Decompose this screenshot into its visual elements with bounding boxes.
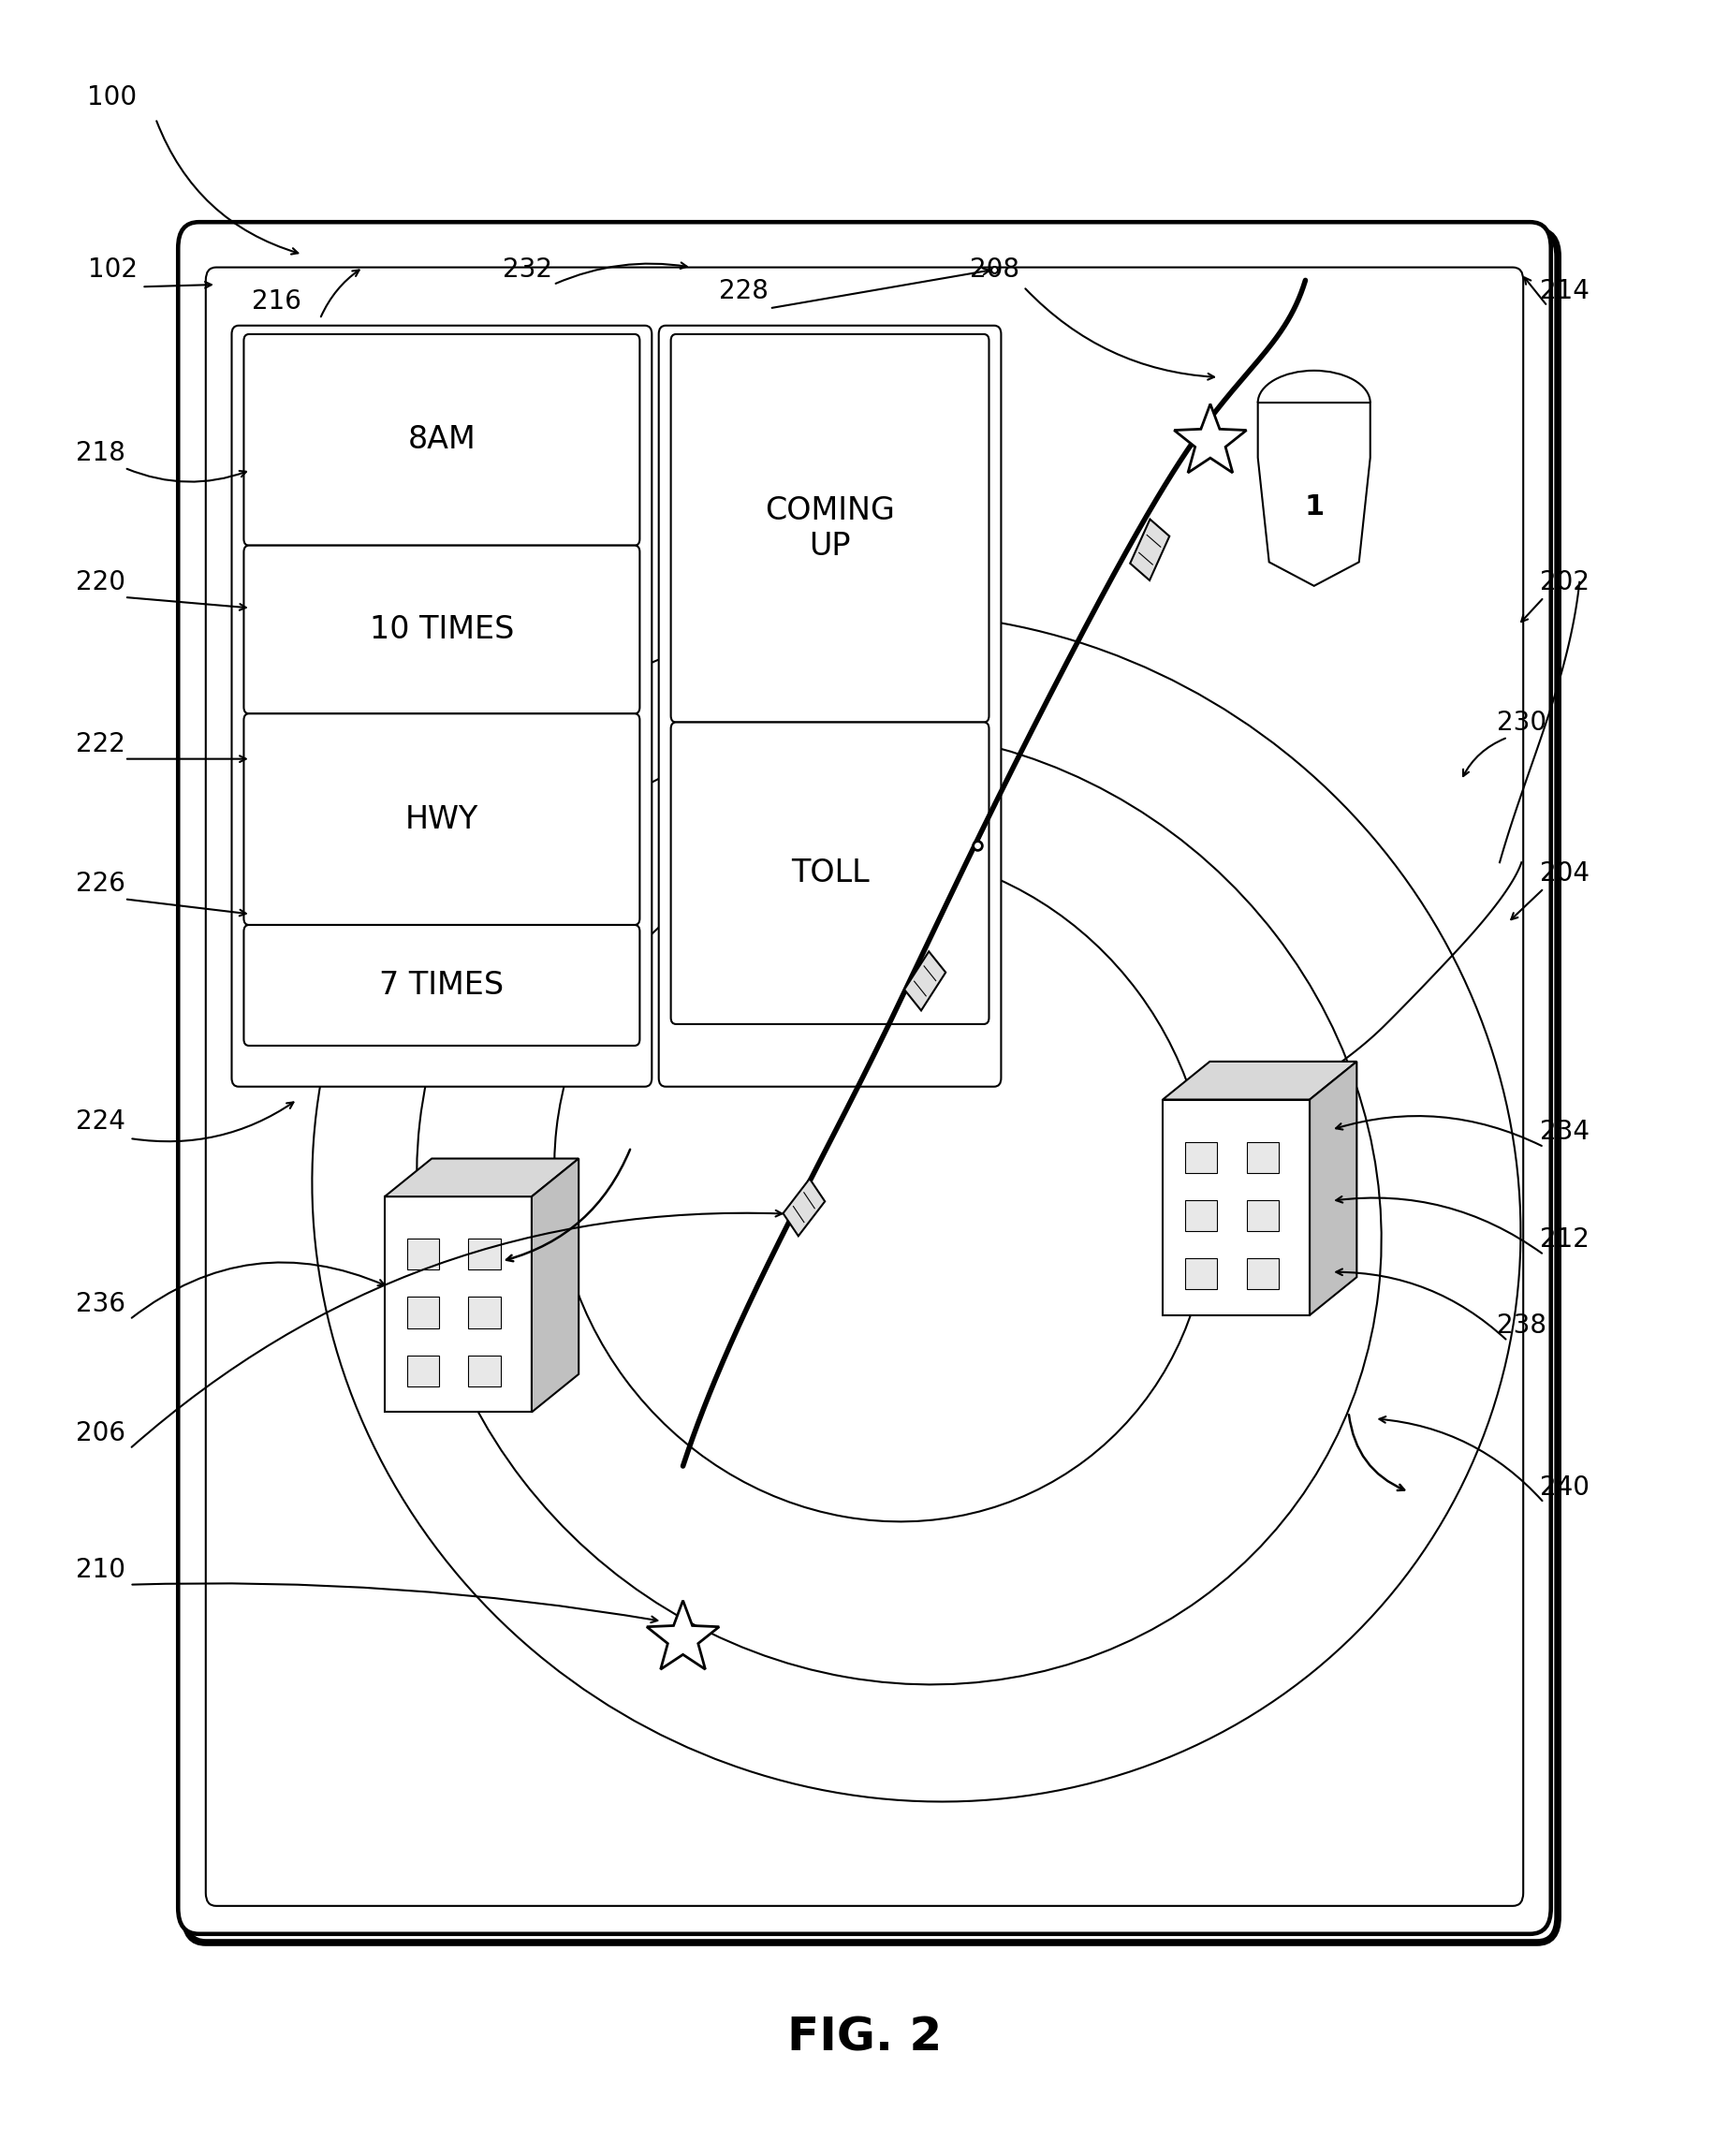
FancyBboxPatch shape [1247, 1259, 1279, 1289]
Text: 238: 238 [1497, 1313, 1546, 1339]
Text: 222: 222 [76, 731, 124, 757]
Text: 212: 212 [1541, 1227, 1589, 1253]
Text: 234: 234 [1541, 1119, 1589, 1145]
Text: TOLL: TOLL [790, 858, 870, 888]
Text: 204: 204 [1541, 860, 1589, 886]
FancyBboxPatch shape [469, 1298, 501, 1328]
FancyBboxPatch shape [1184, 1143, 1217, 1173]
FancyBboxPatch shape [244, 925, 640, 1046]
Text: FIG. 2: FIG. 2 [787, 2016, 942, 2059]
Text: 206: 206 [76, 1421, 124, 1447]
Text: COMING
UP: COMING UP [764, 496, 896, 561]
Text: 232: 232 [503, 257, 552, 282]
FancyBboxPatch shape [1247, 1201, 1279, 1231]
Polygon shape [647, 1600, 719, 1669]
FancyBboxPatch shape [469, 1356, 501, 1386]
Text: 208: 208 [970, 257, 1018, 282]
FancyBboxPatch shape [406, 1356, 439, 1386]
Polygon shape [1164, 1061, 1357, 1100]
Text: 100: 100 [88, 84, 137, 110]
FancyBboxPatch shape [1164, 1100, 1311, 1315]
Polygon shape [1131, 520, 1169, 580]
Text: 226: 226 [76, 871, 124, 897]
FancyBboxPatch shape [244, 545, 640, 714]
Text: 224: 224 [76, 1108, 124, 1134]
FancyBboxPatch shape [671, 334, 989, 722]
FancyBboxPatch shape [469, 1240, 501, 1270]
FancyBboxPatch shape [244, 714, 640, 925]
Text: 8AM: 8AM [408, 425, 475, 455]
Text: 216: 216 [252, 289, 301, 315]
FancyBboxPatch shape [406, 1298, 439, 1328]
FancyBboxPatch shape [178, 222, 1551, 1934]
FancyBboxPatch shape [671, 722, 989, 1024]
FancyBboxPatch shape [244, 334, 640, 545]
Text: 228: 228 [719, 278, 768, 304]
Text: 1: 1 [1304, 494, 1324, 520]
Text: 102: 102 [88, 257, 137, 282]
Text: 230: 230 [1497, 709, 1546, 735]
Text: 240: 240 [1541, 1475, 1589, 1501]
FancyBboxPatch shape [206, 267, 1523, 1906]
Polygon shape [384, 1158, 579, 1197]
FancyBboxPatch shape [406, 1240, 439, 1270]
FancyBboxPatch shape [1184, 1259, 1217, 1289]
Polygon shape [783, 1179, 825, 1235]
Polygon shape [1174, 403, 1247, 472]
Polygon shape [533, 1158, 579, 1412]
Text: HWY: HWY [405, 804, 479, 834]
Text: 7 TIMES: 7 TIMES [379, 970, 505, 1000]
FancyBboxPatch shape [1247, 1143, 1279, 1173]
Text: 236: 236 [76, 1291, 124, 1317]
Text: 220: 220 [76, 569, 124, 595]
FancyBboxPatch shape [659, 326, 1001, 1087]
Text: 10 TIMES: 10 TIMES [370, 614, 514, 645]
Text: 214: 214 [1541, 278, 1589, 304]
Polygon shape [1259, 403, 1369, 586]
Text: 210: 210 [76, 1557, 124, 1583]
FancyBboxPatch shape [384, 1197, 533, 1412]
Text: 202: 202 [1541, 569, 1589, 595]
FancyBboxPatch shape [232, 326, 652, 1087]
FancyBboxPatch shape [1184, 1201, 1217, 1231]
Polygon shape [1311, 1061, 1357, 1315]
Polygon shape [904, 951, 946, 1011]
Text: 218: 218 [76, 440, 124, 466]
